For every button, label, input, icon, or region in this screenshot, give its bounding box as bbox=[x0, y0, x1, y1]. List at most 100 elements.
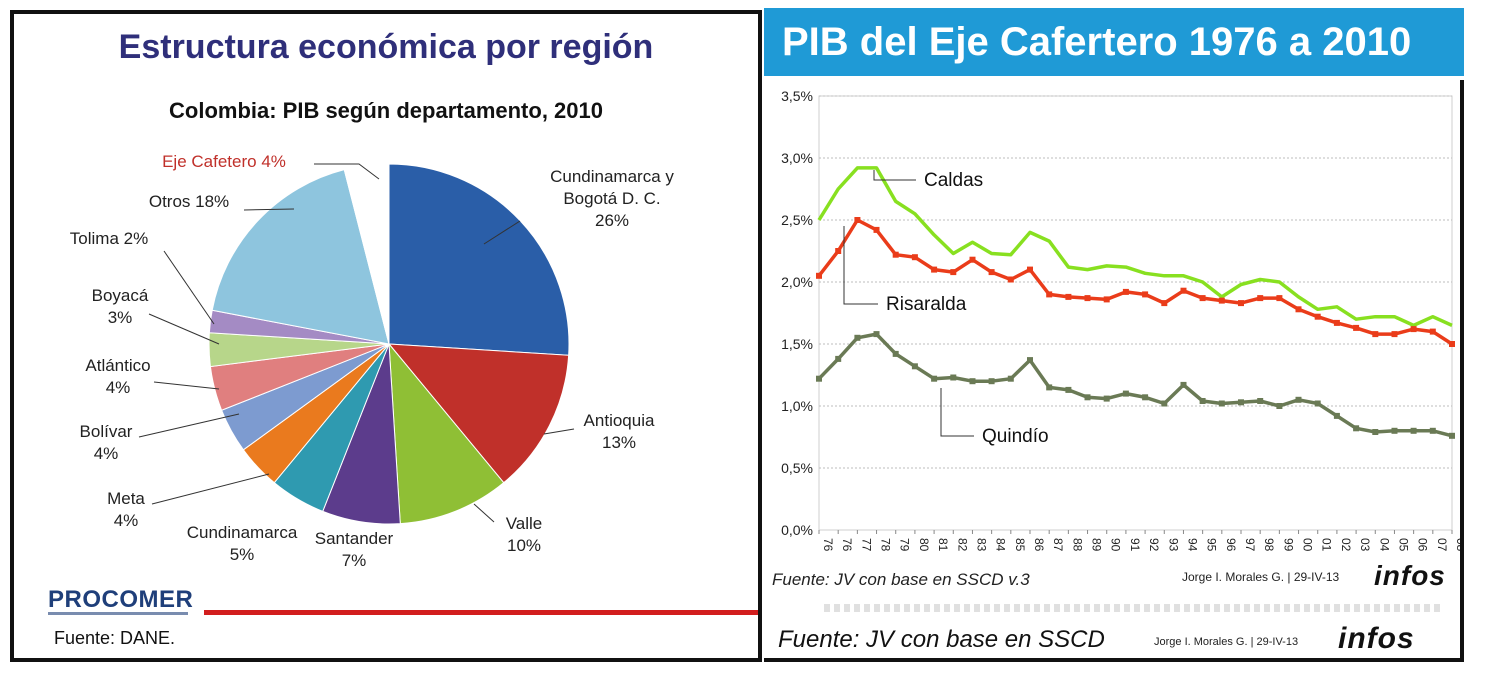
y-tick-label: 2,5% bbox=[781, 212, 813, 228]
x-tick-label: 90 bbox=[1109, 538, 1123, 552]
bottom-frame-edge bbox=[764, 658, 1464, 662]
series-point bbox=[1391, 427, 1398, 434]
author-note-small: Jorge I. Morales G. | 29-IV-13 bbox=[1182, 570, 1340, 584]
x-tick-label: 01 bbox=[1320, 538, 1334, 552]
pie-slice-label: Boyacá 3% bbox=[92, 286, 149, 327]
x-tick-label: 83 bbox=[974, 538, 988, 552]
series-point bbox=[1180, 381, 1187, 388]
y-tick-label: 3,0% bbox=[781, 150, 813, 166]
pie-slice bbox=[343, 163, 390, 345]
line-panel: PIB del Eje Cafertero 1976 a 2010 0,0% 0,… bbox=[764, 8, 1464, 668]
series-point bbox=[1353, 324, 1360, 331]
pie-leader-line bbox=[148, 313, 220, 345]
series-point bbox=[1449, 432, 1455, 439]
pie-slice-label: Santander 7% bbox=[315, 529, 394, 570]
x-tick-label: 78 bbox=[879, 538, 893, 552]
series-point bbox=[1122, 288, 1129, 295]
pie-slice-label: Tolima 2% bbox=[70, 229, 148, 248]
x-tick-label: 79 bbox=[898, 538, 912, 552]
pie-slice bbox=[388, 163, 570, 356]
x-tick-label: 88 bbox=[1070, 538, 1084, 552]
series-point bbox=[1449, 341, 1455, 347]
series-point bbox=[816, 272, 822, 279]
x-tick-label: 84 bbox=[994, 538, 1008, 552]
pie-leader-line bbox=[473, 503, 495, 523]
procomer-logo: PROCOMER bbox=[48, 586, 194, 613]
series-point bbox=[1065, 293, 1072, 300]
series-point bbox=[1218, 400, 1225, 407]
pie-slice bbox=[387, 343, 570, 484]
source-note-large: Fuente: JV con base en SSCD bbox=[778, 626, 1105, 653]
x-tick-label: 81 bbox=[936, 538, 950, 552]
x-tick-label: 95 bbox=[1205, 538, 1219, 552]
series-point bbox=[1372, 331, 1379, 338]
series-point bbox=[1429, 427, 1436, 434]
series-point bbox=[873, 331, 880, 338]
series-point bbox=[1410, 427, 1417, 434]
series-point bbox=[1333, 412, 1340, 419]
series-point bbox=[931, 375, 938, 382]
series-point bbox=[1276, 403, 1283, 409]
series-point bbox=[1353, 425, 1360, 432]
series-name-label: Risaralda bbox=[886, 294, 967, 315]
series-point bbox=[911, 254, 918, 261]
red-divider bbox=[204, 610, 758, 615]
series-line bbox=[817, 166, 1453, 328]
x-tick-label: 82 bbox=[955, 538, 969, 552]
pie-leader-line bbox=[151, 473, 270, 505]
x-tick-label: 08 bbox=[1454, 538, 1464, 552]
pie-leader-line bbox=[314, 163, 380, 180]
pie-slice-label: Eje Cafetero 4% bbox=[162, 152, 286, 171]
y-tick-label: 3,5% bbox=[781, 88, 813, 104]
series-point bbox=[1046, 291, 1053, 298]
line-chart: 0,0% 0,5% 1,0% 1,5% 2,0% 2,5% 3,0% 3,5% 76 76 77 78… bbox=[781, 88, 1464, 552]
series-point bbox=[950, 374, 957, 381]
series-point bbox=[1007, 375, 1014, 382]
x-tick-label: 03 bbox=[1358, 538, 1372, 552]
x-tick-label: 86 bbox=[1032, 538, 1046, 552]
series-point bbox=[892, 350, 899, 357]
source-note-small: Fuente: JV con base en SSCD v.3 bbox=[772, 570, 1030, 589]
series-point bbox=[1276, 295, 1283, 302]
series-point bbox=[1410, 326, 1417, 333]
series-point bbox=[835, 248, 842, 254]
series-point bbox=[1295, 396, 1302, 403]
pie-leader-line bbox=[163, 250, 215, 325]
infos-logo-large: infos bbox=[1338, 622, 1415, 655]
pie-panel: Estructura económica por región Colombia… bbox=[10, 10, 762, 662]
x-tick-label: 89 bbox=[1090, 538, 1104, 552]
series-point bbox=[1257, 295, 1264, 302]
right-frame-edge bbox=[1460, 80, 1464, 660]
x-tick-label: 96 bbox=[1224, 538, 1238, 552]
series-point bbox=[969, 378, 976, 385]
series-point bbox=[988, 378, 995, 385]
series-point bbox=[1372, 429, 1379, 435]
x-tick-label: 98 bbox=[1262, 538, 1276, 552]
series-line bbox=[817, 332, 1453, 438]
y-tick-label: 0,5% bbox=[781, 460, 813, 476]
pie-slice-label: Valle 10% bbox=[506, 514, 543, 555]
series-point bbox=[1238, 399, 1244, 406]
series-name-label: Quindío bbox=[982, 426, 1049, 447]
series-point bbox=[1065, 386, 1072, 393]
pie-leader-line bbox=[138, 413, 240, 438]
x-tick-label: 99 bbox=[1281, 538, 1295, 552]
x-tick-label: 94 bbox=[1185, 538, 1199, 552]
series-point bbox=[950, 269, 957, 276]
pie-slice-label: Meta 4% bbox=[107, 489, 145, 530]
x-tick-label: 80 bbox=[917, 538, 931, 552]
series-point bbox=[1391, 331, 1398, 338]
series-point bbox=[1161, 400, 1168, 407]
series-point bbox=[1333, 319, 1340, 326]
pie-leader-line bbox=[543, 428, 575, 435]
series-point bbox=[1103, 395, 1110, 402]
series-point bbox=[1238, 300, 1244, 307]
series-point bbox=[1314, 400, 1321, 407]
x-tick-label: 06 bbox=[1416, 538, 1430, 552]
series-point bbox=[854, 217, 861, 223]
series-point bbox=[1122, 390, 1129, 397]
x-tick-label: 85 bbox=[1013, 538, 1027, 552]
series-point bbox=[1027, 266, 1033, 273]
series-point bbox=[969, 256, 976, 263]
series-name-label: Caldas bbox=[924, 170, 983, 191]
